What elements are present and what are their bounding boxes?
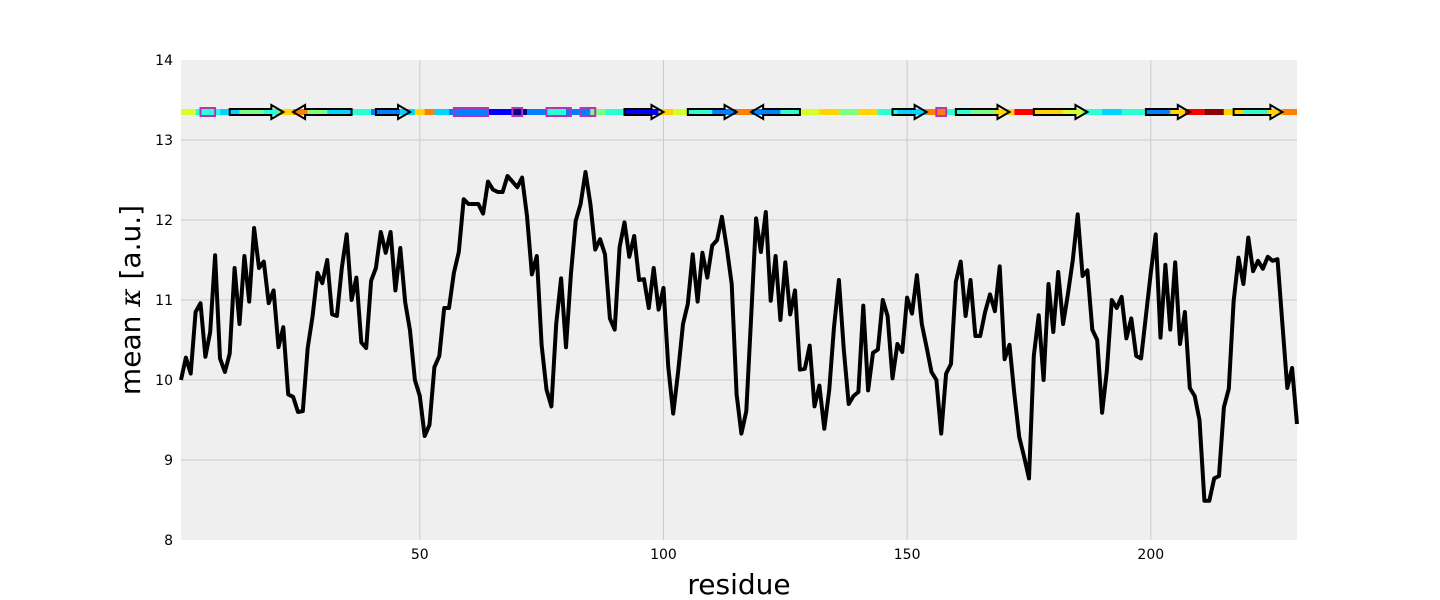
grid-lines xyxy=(181,60,1297,540)
beta-strand-arrow xyxy=(1144,103,1192,121)
track-color-segment xyxy=(1204,109,1224,115)
track-color-segment xyxy=(751,109,781,115)
y-tick-label: 11 xyxy=(155,293,173,309)
track-color-segment xyxy=(712,109,737,115)
beta-strand-arrow xyxy=(1232,103,1285,121)
track-color-segment xyxy=(604,109,625,115)
track-color-segment xyxy=(1014,109,1034,115)
track-color-segment xyxy=(1121,109,1146,115)
x-tick-label: 100 xyxy=(650,547,677,563)
track-color-segment xyxy=(897,109,927,115)
helix-box xyxy=(452,107,490,117)
beta-strand-arrow xyxy=(686,103,739,121)
x-tick-label: 150 xyxy=(894,547,921,563)
track-color-segment xyxy=(307,109,328,115)
beta-strand-arrow xyxy=(623,103,666,121)
beta-strand-arrow xyxy=(1032,103,1090,121)
beta-strand-arrow xyxy=(749,103,801,121)
helix-box xyxy=(199,107,217,117)
track-color-segment xyxy=(400,109,415,115)
track-color-segment xyxy=(687,109,713,115)
track-color-segment xyxy=(371,109,401,115)
track-color-segment xyxy=(1082,109,1103,115)
helix-box xyxy=(545,107,572,117)
track-color-segment xyxy=(565,109,591,115)
track-color-segment xyxy=(527,109,547,115)
helix-box xyxy=(579,107,597,117)
track-color-segment xyxy=(780,109,800,115)
y-tick-label: 9 xyxy=(164,453,173,469)
series-line xyxy=(179,170,1299,503)
series-group xyxy=(179,170,1299,503)
track-color-segment xyxy=(799,109,820,115)
y-tick-label: 12 xyxy=(155,213,173,229)
x-tick-label: 50 xyxy=(411,547,429,563)
track-color-segment xyxy=(512,109,528,115)
track-color-segment xyxy=(434,109,450,115)
beta-strand-arrow xyxy=(891,103,929,121)
track-color-segment xyxy=(327,109,352,115)
track-color-segment xyxy=(1243,109,1268,115)
track-color-segment xyxy=(449,109,489,115)
beta-strand-arrow xyxy=(291,103,353,121)
y-axis-label: mean κ [a.u.] xyxy=(114,205,147,395)
track-color-segment xyxy=(819,109,839,115)
track-color-segment xyxy=(1282,109,1297,115)
track-color-segment xyxy=(351,109,372,115)
beta-strand-arrow xyxy=(954,103,1012,121)
track-color-segment xyxy=(414,109,425,115)
track-color-segment xyxy=(946,109,971,115)
track-color-segment xyxy=(970,109,995,115)
track-color-segment xyxy=(546,109,566,115)
track-color-segment xyxy=(181,109,196,115)
y-axis-label-symbol: κ xyxy=(114,288,147,307)
track-color-segment xyxy=(624,109,659,115)
tick-labels: 8 9 10 11 12 13 14 50 100 150 200 xyxy=(155,53,1164,563)
y-tick-label: 10 xyxy=(155,373,173,389)
track-color-segment xyxy=(1267,109,1283,115)
y-tick-label: 13 xyxy=(155,133,173,149)
y-tick-label: 14 xyxy=(155,53,173,69)
track-color-segment xyxy=(195,109,220,115)
track-color-segment xyxy=(736,109,752,115)
track-color-segment xyxy=(239,109,264,115)
track-color-segment xyxy=(488,109,513,115)
beta-strand-arrow xyxy=(228,103,286,121)
track-color-segment xyxy=(994,109,1015,115)
track-color-segment xyxy=(658,109,674,115)
y-axis-label-suffix: [a.u.] xyxy=(114,205,147,288)
track-color-segment xyxy=(1063,109,1083,115)
helix-box xyxy=(935,107,948,117)
y-axis-label-prefix: mean xyxy=(114,307,147,395)
track-color-segment xyxy=(590,109,605,115)
track-color-segment xyxy=(1170,109,1185,115)
x-tick-label: 200 xyxy=(1137,547,1164,563)
track-color-segment xyxy=(278,109,294,115)
helix-box xyxy=(511,107,524,117)
track-color-segment xyxy=(424,109,435,115)
track-color-segment xyxy=(1145,109,1171,115)
track-color-segment xyxy=(1184,109,1205,115)
track-color-segment xyxy=(858,109,878,115)
track-color-segment xyxy=(877,109,898,115)
track-color-segment xyxy=(1102,109,1122,115)
track-color-segment xyxy=(263,109,279,115)
track-color-segment xyxy=(293,109,308,115)
secondary-structure-track xyxy=(181,103,1297,121)
track-color-segment xyxy=(838,109,859,115)
y-tick-label: 8 xyxy=(164,533,173,549)
track-color-segment xyxy=(1033,109,1064,115)
beta-strand-arrow xyxy=(374,103,413,121)
x-axis-label: residue xyxy=(687,568,790,600)
track-color-segment xyxy=(673,109,688,115)
